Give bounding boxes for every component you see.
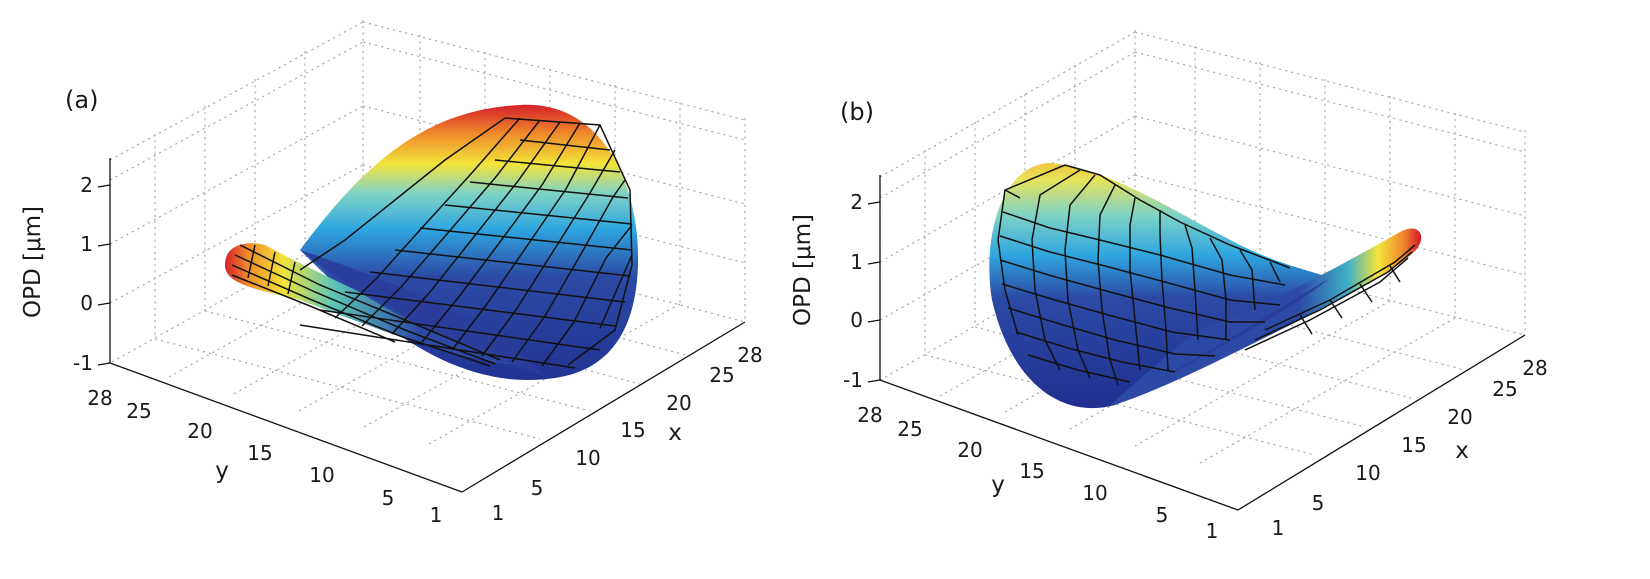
- labels-a: (a) OPD [μm] -1 0 1 2 28 25 20 15 10 5 1…: [20, 86, 763, 527]
- labels-b: (b) OPD [μm] -1 0 1 2 28 25 20 15 10 5 1…: [790, 98, 1548, 543]
- x-tick-a-0: 1: [492, 501, 505, 525]
- y-tick-a-0: 28: [87, 386, 112, 410]
- y-tick-a-5: 5: [382, 486, 395, 510]
- panel-a: (a) OPD [μm] -1 0 1 2 28 25 20 15 10 5 1…: [20, 20, 763, 527]
- y-tick-b-3: 15: [1019, 459, 1044, 483]
- y-tick-b-2: 20: [957, 438, 982, 462]
- panel-b: (b) OPD [μm] -1 0 1 2 28 25 20 15 10 5 1…: [790, 30, 1548, 543]
- panel-label-a: (a): [65, 86, 98, 114]
- z-tick-a-3: 2: [80, 173, 93, 197]
- y-axis-label-a: y: [215, 458, 229, 484]
- x-tick-b-3: 15: [1401, 433, 1426, 457]
- grid-lines-b: [879, 30, 1526, 464]
- x-axis-label-a: x: [668, 420, 682, 446]
- y-tick-b-0: 28: [857, 403, 882, 427]
- y-tick-a-4: 10: [309, 463, 334, 487]
- x-tick-b-2: 10: [1355, 461, 1380, 485]
- x-axis-label-b: x: [1455, 438, 1469, 464]
- y-tick-b-1: 25: [897, 417, 922, 441]
- x-tick-b-5: 25: [1492, 377, 1517, 401]
- x-tick-a-4: 20: [666, 391, 691, 415]
- x-tick-a-2: 10: [575, 446, 600, 470]
- x-tick-a-3: 15: [620, 418, 645, 442]
- y-tick-b-4: 10: [1082, 481, 1107, 505]
- x-tick-a-5: 25: [709, 363, 734, 387]
- surface-b-mesh: [997, 164, 1416, 386]
- y-tick-a-6: 1: [430, 503, 443, 527]
- x-tick-b-4: 20: [1447, 405, 1472, 429]
- panel-label-b: (b): [840, 98, 874, 126]
- z-axis-label-a: OPD [μm]: [20, 206, 46, 318]
- surface-a-mesh: [231, 117, 633, 369]
- axes-a: [97, 158, 746, 493]
- x-tick-a-6: 28: [737, 343, 762, 367]
- x-tick-a-1: 5: [531, 476, 544, 500]
- y-tick-b-5: 5: [1156, 503, 1169, 527]
- z-axis-label-b: OPD [μm]: [790, 214, 816, 326]
- x-tick-b-0: 1: [1272, 516, 1285, 540]
- y-tick-a-2: 20: [187, 419, 212, 443]
- z-tick-b-0: -1: [843, 368, 863, 392]
- z-tick-a-2: 1: [80, 232, 93, 256]
- surface-b: [989, 163, 1422, 409]
- y-tick-a-1: 25: [126, 399, 151, 423]
- z-tick-a-1: 0: [80, 291, 93, 315]
- z-tick-b-3: 2: [850, 190, 863, 214]
- z-tick-b-2: 1: [850, 250, 863, 274]
- x-tick-b-6: 28: [1522, 356, 1547, 380]
- y-tick-a-3: 15: [247, 441, 272, 465]
- y-tick-b-6: 1: [1206, 519, 1219, 543]
- y-axis-label-b: y: [991, 472, 1005, 498]
- z-tick-b-1: 0: [850, 308, 863, 332]
- surface-a: [225, 104, 639, 380]
- x-tick-b-1: 5: [1312, 491, 1325, 515]
- axes-b: [867, 175, 1526, 511]
- z-tick-a-0: -1: [73, 351, 93, 375]
